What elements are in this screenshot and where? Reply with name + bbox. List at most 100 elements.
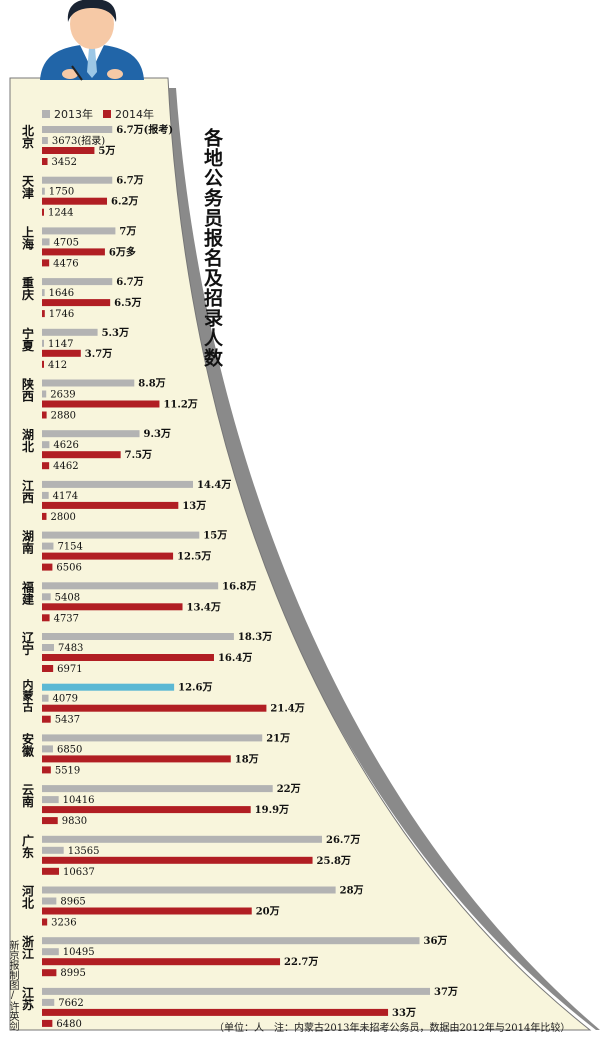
bar-admit-a: [42, 948, 59, 956]
value-label-admit-a: 10495: [63, 947, 95, 958]
bar-2014-apply: [42, 451, 121, 459]
bar-2013-apply: [42, 328, 98, 336]
value-label-admit-b: 10637: [63, 867, 95, 878]
value-label-admit-a: 8965: [60, 897, 85, 908]
bar-2014-apply: [42, 907, 252, 915]
bar-admit-b: [42, 969, 57, 977]
value-label-2014-apply: 13万: [182, 500, 206, 512]
bar-2014-apply: [42, 755, 231, 763]
bar-2013-apply: [42, 886, 336, 894]
bar-2014-apply: [42, 197, 108, 205]
bar-admit-b: [42, 360, 44, 368]
bar-admit-b: [42, 462, 50, 470]
bar-2013-apply: [42, 126, 113, 133]
bar-admit-b: [42, 208, 44, 216]
value-label-admit-a: 4705: [54, 237, 79, 248]
region-label: 宁夏: [22, 326, 35, 353]
bar-admit-a: [42, 745, 53, 753]
value-label-admit-b: 9830: [62, 816, 87, 827]
bar-2014-apply: [42, 958, 281, 966]
bar-2013-apply: [42, 379, 135, 387]
region-label: 河北: [21, 884, 34, 911]
face: [70, 0, 114, 49]
bar-2014-apply: [42, 349, 81, 357]
bar-2013-apply: [42, 582, 219, 590]
bar-admit-b: [42, 665, 54, 672]
value-label-admit-a: 1147: [48, 339, 73, 350]
bar-admit-a: [42, 137, 48, 144]
value-label-admit-a: 7483: [58, 643, 83, 654]
value-label-admit-a: 4174: [53, 491, 78, 502]
value-label-admit-a: 7662: [58, 998, 83, 1009]
region-label: 安徽: [21, 731, 35, 758]
bar-2014-apply: [42, 704, 267, 712]
bar-2014-apply: [42, 654, 214, 661]
value-label-2014-apply: 3.7万: [85, 348, 112, 360]
bar-admit-a: [42, 491, 49, 499]
value-label-2014-apply: 6万多: [109, 245, 136, 258]
footnote: （单位：人 注：内蒙古2013年未招考公务员，数据由2012年与2014年比较）: [214, 1023, 571, 1034]
value-label-admit-b: 4476: [53, 258, 78, 269]
value-label-admit-a: 4626: [53, 440, 78, 451]
bar-2014-apply: [42, 501, 179, 509]
value-label-admit-a: 1646: [49, 288, 74, 299]
value-label-2014-apply: 20万: [256, 906, 280, 918]
bar-admit-a: [42, 390, 47, 398]
bar-admit-a: [42, 998, 55, 1006]
region-label: 上海: [22, 224, 34, 251]
bar-admit-b: [42, 310, 45, 318]
value-label-2014-apply: 22.7万: [284, 956, 318, 968]
value-label-2013-apply: 14.4万: [197, 479, 231, 491]
legend: 2013年 2014年: [42, 106, 154, 122]
legend-label-2013: 2013年: [54, 108, 93, 121]
value-label-admit-b: 1746: [49, 309, 74, 320]
bar-2014-apply: [42, 552, 174, 560]
bar-2013-apply: [42, 835, 322, 843]
value-label-admit-a: 3673(招录): [52, 134, 105, 147]
bar-admit-b: [42, 158, 48, 165]
region-label: 陕西: [22, 377, 34, 404]
bar-admit-a: [42, 846, 64, 854]
bar-admit-a: [42, 187, 45, 195]
bar-admit-a: [42, 593, 51, 601]
value-label-2014-apply: 25.8万: [317, 855, 351, 867]
bar-admit-a: [42, 694, 49, 702]
value-label-admit-a: 6850: [57, 744, 82, 755]
region-label: 天津: [22, 175, 35, 201]
value-label-admit-a: 1750: [49, 187, 74, 198]
bar-2013-apply: [42, 480, 194, 488]
bar-admit-b: [42, 1019, 53, 1027]
value-label-admit-a: 2639: [50, 390, 75, 401]
bar-2013-apply: [42, 785, 273, 793]
value-label-2013-apply: 18.3万: [238, 631, 272, 643]
bar-admit-b: [42, 715, 51, 723]
value-label-2013-apply: 6.7万: [116, 276, 143, 288]
region-label: 重庆: [21, 275, 34, 302]
value-label-2013-apply: 37万: [434, 986, 458, 998]
value-label-2014-apply: 5万: [98, 145, 115, 157]
bar-2013-apply: [42, 937, 420, 945]
value-label-2013-apply: 21万: [266, 732, 290, 744]
value-label-2014-apply: 11.2万: [163, 399, 197, 411]
bar-admit-b: [42, 867, 60, 875]
value-label-2013-apply: 5.3万: [102, 327, 129, 339]
legend-swatch-2013: [42, 110, 50, 118]
region-label: 江苏: [22, 985, 34, 1012]
bar-2013-apply: [42, 430, 140, 438]
bar-2013-apply: [42, 227, 116, 235]
credit: 新京报制图/许英剑: [7, 940, 18, 1031]
value-label-admit-a: 7154: [57, 542, 82, 553]
bar-admit-b: [42, 614, 50, 622]
bar-2013-apply: [42, 531, 200, 539]
region-label: 内蒙古: [23, 678, 34, 714]
bar-admit-b: [42, 411, 47, 419]
legend-label-2014: 2014年: [115, 108, 154, 121]
value-label-2014-apply: 33万: [392, 1007, 416, 1019]
value-label-admit-b: 3236: [51, 918, 76, 929]
value-label-admit-a: 10416: [63, 795, 95, 806]
bar-admit-b: [42, 766, 51, 774]
value-label-admit-b: 5519: [55, 765, 80, 776]
chart-title: 各地公务员报名及招录人数: [201, 128, 223, 368]
region-label: 云南: [22, 783, 34, 809]
